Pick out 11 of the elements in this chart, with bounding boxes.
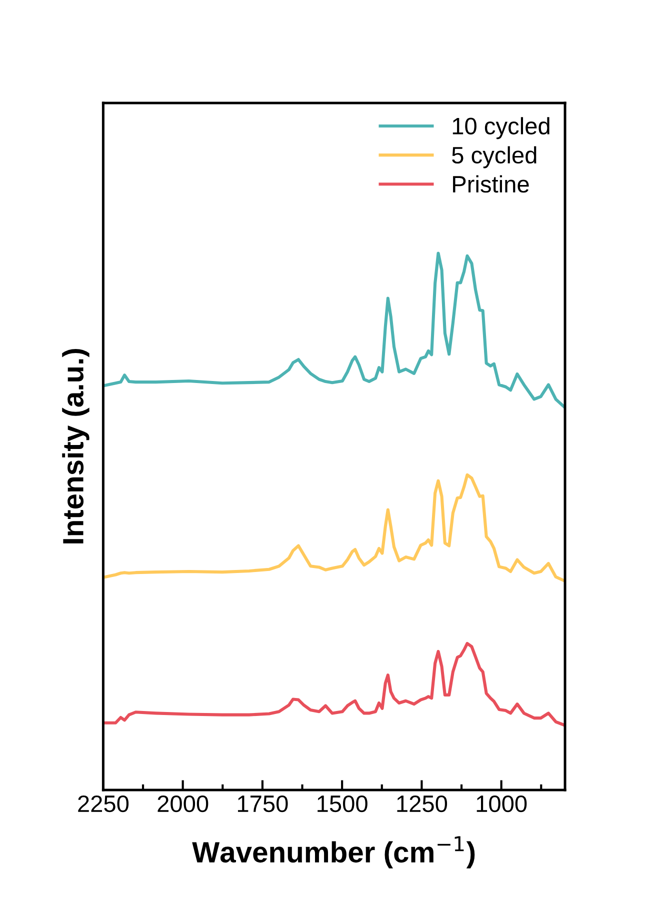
y-axis-title: Intensity (a.u.) bbox=[62, 349, 90, 544]
legend-label: Pristine bbox=[453, 175, 529, 193]
x-tick-label: 1000 bbox=[476, 795, 527, 812]
x-tick-label: 2000 bbox=[158, 795, 208, 812]
x-tick-label: 1250 bbox=[397, 795, 448, 812]
legend-label: 5 cycled bbox=[452, 146, 536, 168]
legend-label: 10 cycled bbox=[452, 117, 550, 140]
x-axis-title: Wavenumber (cm$^{−1}$) bbox=[192, 836, 475, 868]
x-tick-label: 1750 bbox=[238, 795, 288, 812]
x-tick-label: 2250 bbox=[78, 795, 129, 812]
x-tick-label: 1500 bbox=[318, 795, 368, 812]
